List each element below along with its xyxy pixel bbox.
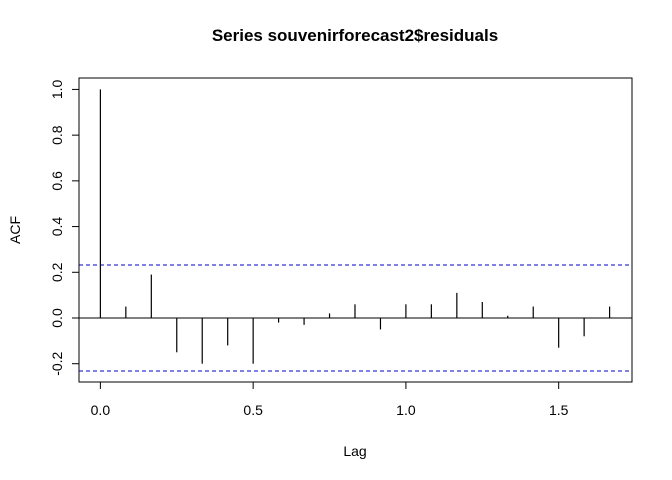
acf-bars <box>99 89 611 364</box>
y-tick-label: 0.4 <box>49 217 65 237</box>
y-tick-label: 0.2 <box>49 262 65 282</box>
y-tick-label: 0.0 <box>49 308 65 328</box>
x-axis-label: Lag <box>343 443 366 459</box>
x-axis: 0.0 0.5 1.0 1.5 <box>91 381 569 418</box>
chart-title: Series souvenirforecast2$residuals <box>212 26 498 45</box>
confidence-bounds <box>79 264 632 372</box>
x-tick-label: 0.0 <box>91 402 111 418</box>
y-axis-label: ACF <box>7 216 23 244</box>
y-tick-label: 0.8 <box>49 125 65 145</box>
y-tick-label: 1.0 <box>49 79 65 99</box>
plot-frame <box>78 77 633 383</box>
y-axis: -0.2 0.0 0.2 0.4 0.6 0.8 1.0 <box>49 79 80 376</box>
x-tick-label: 1.0 <box>396 402 416 418</box>
x-tick-label: 1.5 <box>549 402 569 418</box>
y-tick-label: 0.6 <box>49 171 65 191</box>
y-tick-label: -0.2 <box>49 351 65 375</box>
x-tick-label: 0.5 <box>243 402 263 418</box>
